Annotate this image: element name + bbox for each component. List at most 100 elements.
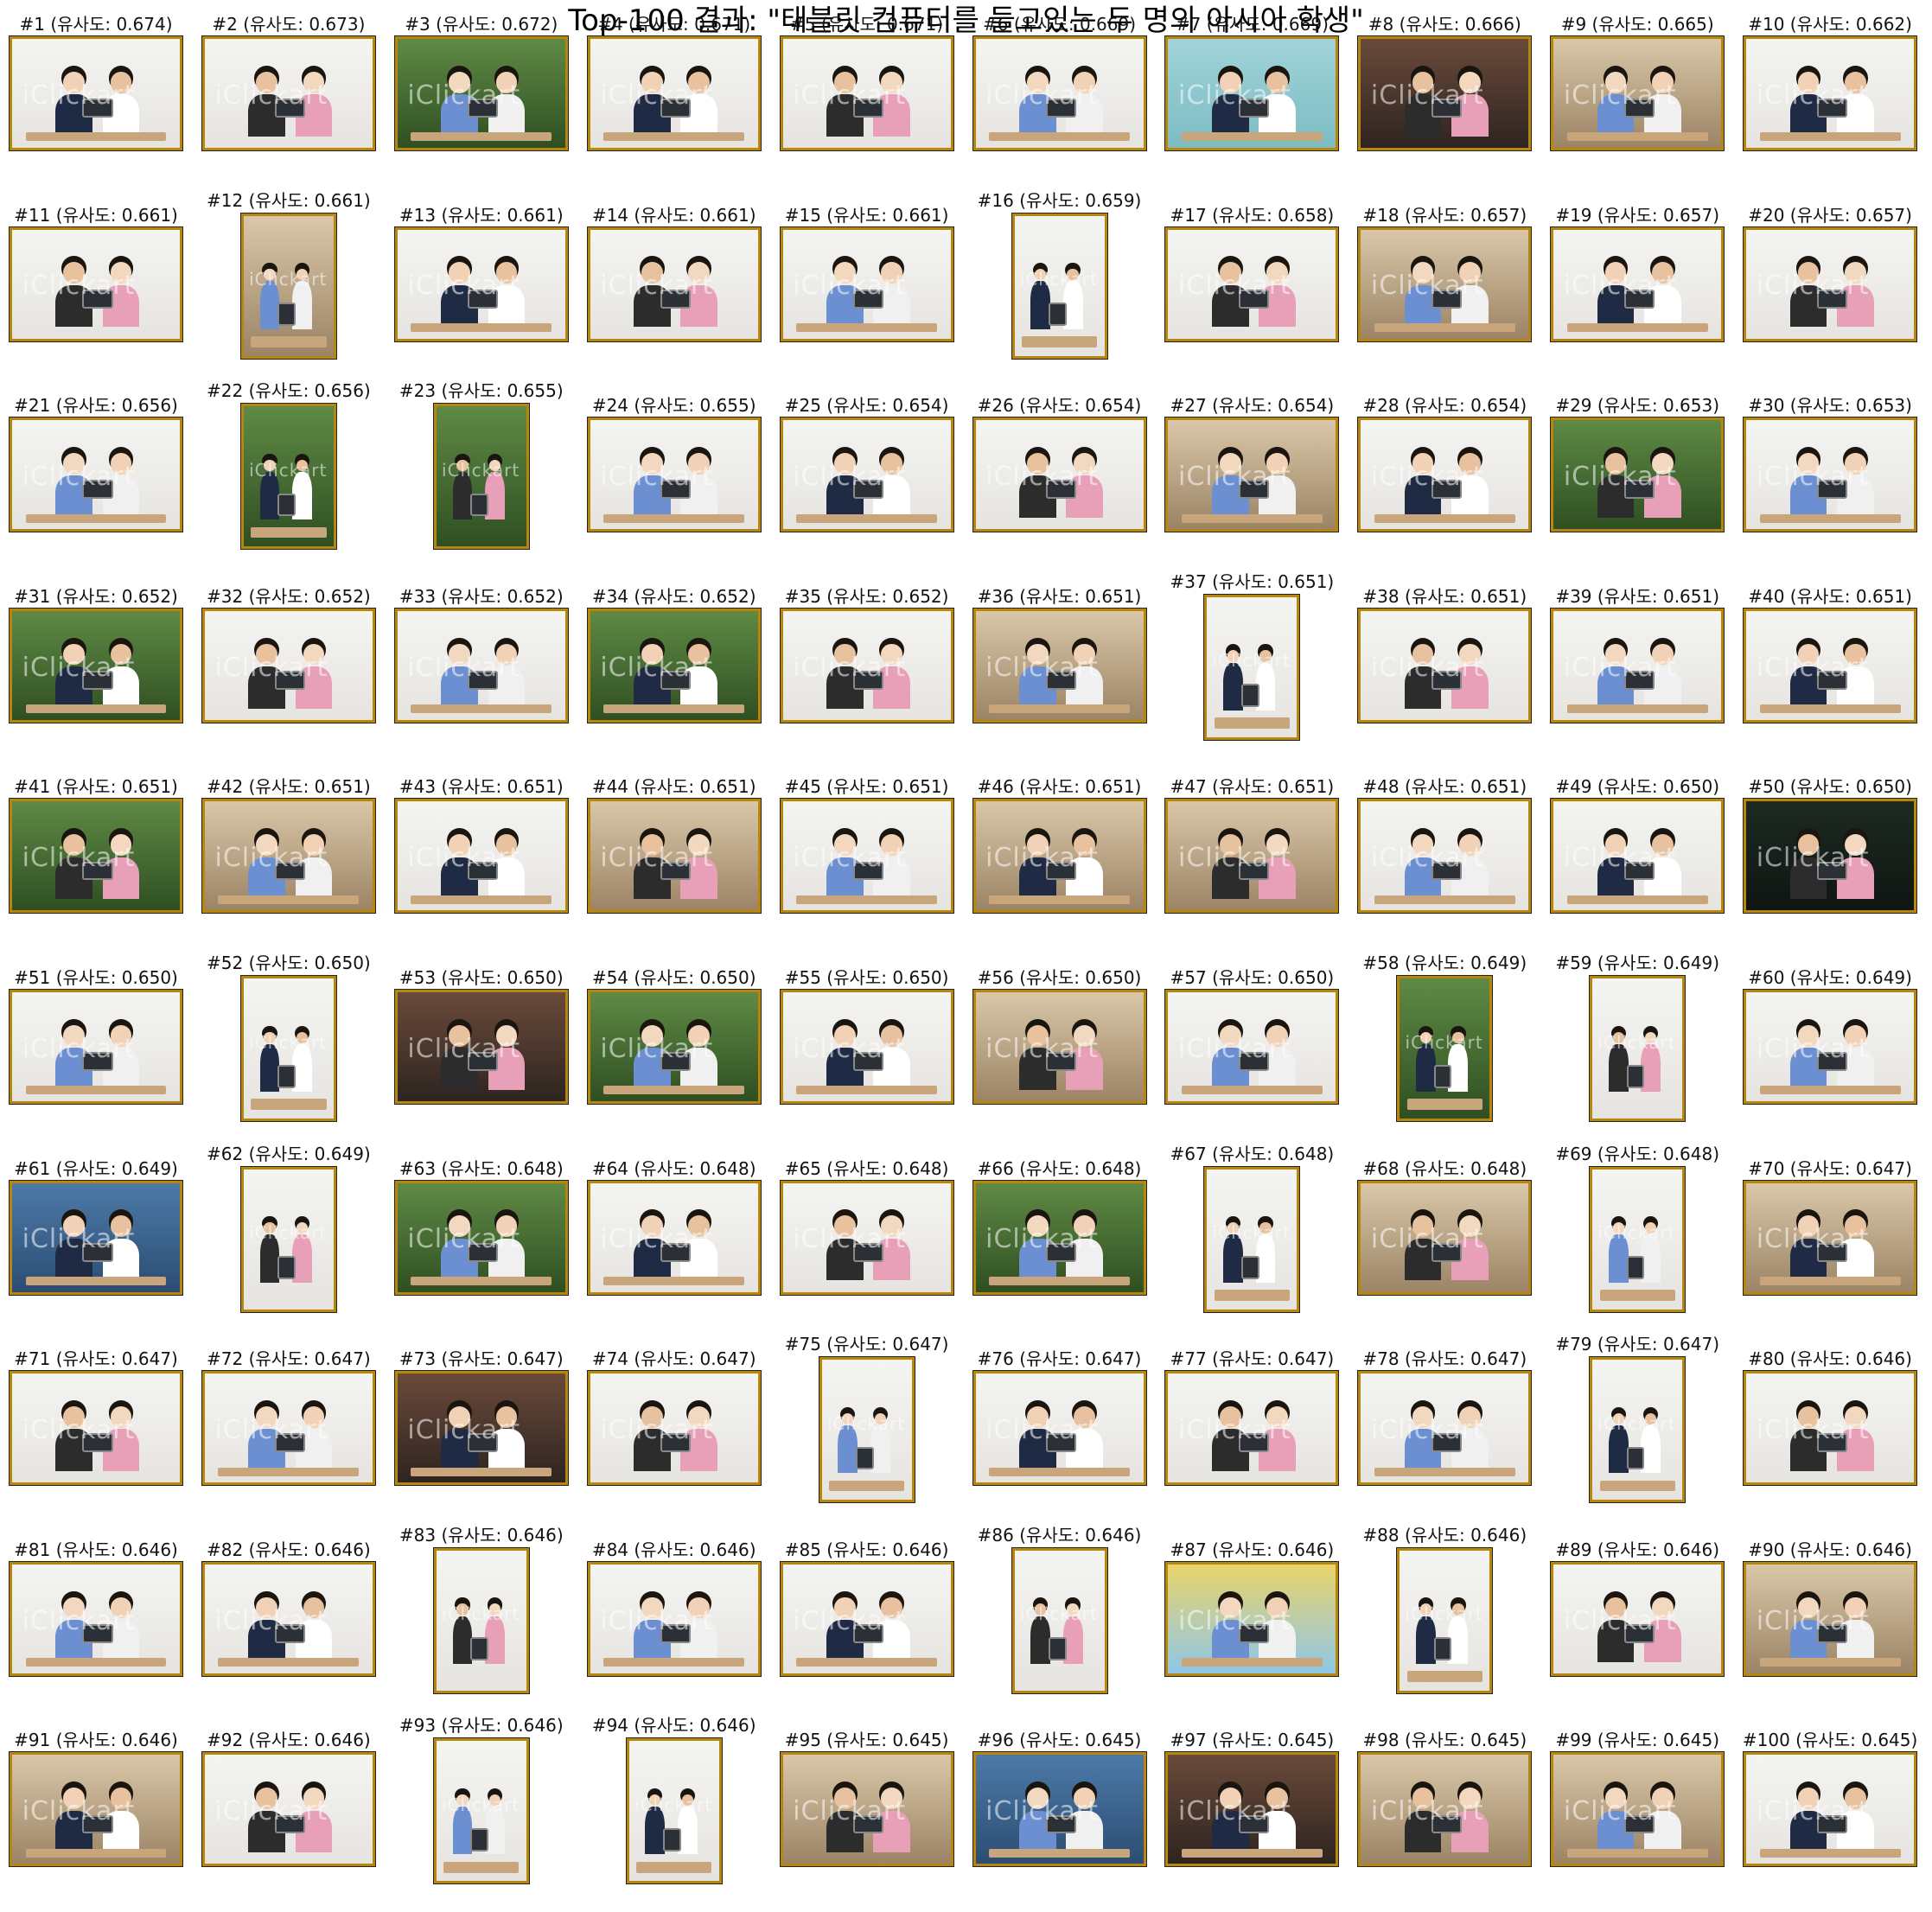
- result-thumbnail[interactable]: iClickart: [779, 1179, 954, 1296]
- result-item[interactable]: #9 (유사도: 0.665) iClickart: [1550, 14, 1725, 187]
- result-thumbnail[interactable]: iClickart: [1550, 607, 1725, 723]
- result-thumbnail[interactable]: iClickart: [1357, 1370, 1533, 1487]
- result-item[interactable]: #82 (유사도: 0.646) iClickart: [201, 1539, 376, 1712]
- result-item[interactable]: #99 (유사도: 0.645) iClickart: [1550, 1730, 1725, 1902]
- result-thumbnail[interactable]: iClickart: [1357, 35, 1533, 151]
- result-thumbnail[interactable]: iClickart: [393, 1370, 569, 1487]
- result-item[interactable]: #39 (유사도: 0.651) iClickart: [1550, 586, 1725, 759]
- result-item[interactable]: #3 (유사도: 0.672) iClickart: [393, 14, 569, 187]
- result-item[interactable]: #56 (유사도: 0.650) iClickart: [972, 967, 1147, 1140]
- result-thumbnail[interactable]: iClickart: [9, 417, 183, 533]
- result-thumbnail[interactable]: iClickart: [1357, 226, 1533, 342]
- result-item[interactable]: #57 (유사도: 0.650) iClickart: [1164, 967, 1340, 1140]
- result-thumbnail[interactable]: iClickart: [239, 975, 337, 1122]
- result-thumbnail[interactable]: iClickart: [586, 1560, 762, 1677]
- result-thumbnail[interactable]: iClickart: [432, 1546, 530, 1694]
- result-thumbnail[interactable]: iClickart: [1589, 975, 1687, 1122]
- result-thumbnail[interactable]: iClickart: [586, 1179, 762, 1296]
- result-thumbnail[interactable]: iClickart: [1164, 1560, 1340, 1677]
- result-thumbnail[interactable]: iClickart: [393, 989, 569, 1105]
- result-thumbnail[interactable]: iClickart: [1743, 1179, 1918, 1296]
- result-item[interactable]: #34 (유사도: 0.652) iClickart: [586, 586, 762, 759]
- result-thumbnail[interactable]: iClickart: [9, 226, 183, 342]
- result-thumbnail[interactable]: iClickart: [972, 1179, 1147, 1296]
- result-item[interactable]: #68 (유사도: 0.648) iClickart: [1357, 1158, 1533, 1331]
- result-thumbnail[interactable]: iClickart: [9, 35, 183, 151]
- result-thumbnail[interactable]: iClickart: [1357, 417, 1533, 533]
- result-thumbnail[interactable]: iClickart: [239, 1165, 337, 1313]
- result-thumbnail[interactable]: iClickart: [972, 607, 1147, 723]
- result-item[interactable]: #25 (유사도: 0.654) iClickart: [779, 395, 954, 568]
- result-item[interactable]: #73 (유사도: 0.647) iClickart: [393, 1348, 569, 1521]
- result-item[interactable]: #69 (유사도: 0.648) iClickart: [1551, 1144, 1724, 1331]
- result-item[interactable]: #33 (유사도: 0.652) iClickart: [393, 586, 569, 759]
- result-item[interactable]: #50 (유사도: 0.650) iClickart: [1743, 776, 1918, 949]
- result-thumbnail[interactable]: iClickart: [239, 212, 337, 360]
- result-item[interactable]: #83 (유사도: 0.646) iClickart: [395, 1525, 568, 1712]
- result-item[interactable]: #19 (유사도: 0.657) iClickart: [1550, 205, 1725, 378]
- result-item[interactable]: #65 (유사도: 0.648) iClickart: [779, 1158, 954, 1331]
- result-item[interactable]: #55 (유사도: 0.650) iClickart: [779, 967, 954, 1140]
- result-thumbnail[interactable]: iClickart: [1743, 35, 1918, 151]
- result-thumbnail[interactable]: iClickart: [1164, 798, 1340, 915]
- result-item[interactable]: #27 (유사도: 0.654) iClickart: [1164, 395, 1340, 568]
- result-item[interactable]: #22 (유사도: 0.656) iClickart: [202, 380, 375, 568]
- result-item[interactable]: #71 (유사도: 0.647) iClickart: [9, 1348, 183, 1521]
- result-thumbnail[interactable]: iClickart: [1743, 1560, 1918, 1677]
- result-item[interactable]: #28 (유사도: 0.654) iClickart: [1357, 395, 1533, 568]
- result-item[interactable]: #8 (유사도: 0.666) iClickart: [1357, 14, 1533, 187]
- result-item[interactable]: #88 (유사도: 0.646) iClickart: [1358, 1525, 1531, 1712]
- result-thumbnail[interactable]: iClickart: [586, 798, 762, 915]
- result-item[interactable]: #79 (유사도: 0.647) iClickart: [1551, 1334, 1724, 1521]
- result-item[interactable]: #45 (유사도: 0.651) iClickart: [779, 776, 954, 949]
- result-item[interactable]: #14 (유사도: 0.661) iClickart: [586, 205, 762, 378]
- result-thumbnail[interactable]: iClickart: [779, 417, 954, 533]
- result-item[interactable]: #31 (유사도: 0.652) iClickart: [9, 586, 183, 759]
- result-thumbnail[interactable]: iClickart: [972, 989, 1147, 1105]
- result-item[interactable]: #53 (유사도: 0.650) iClickart: [393, 967, 569, 1140]
- result-item[interactable]: #86 (유사도: 0.646) iClickart: [973, 1525, 1146, 1712]
- result-thumbnail[interactable]: iClickart: [201, 1370, 376, 1487]
- result-thumbnail[interactable]: iClickart: [9, 989, 183, 1105]
- result-thumbnail[interactable]: iClickart: [1011, 212, 1108, 360]
- result-item[interactable]: #74 (유사도: 0.647) iClickart: [586, 1348, 762, 1521]
- result-item[interactable]: #72 (유사도: 0.647) iClickart: [201, 1348, 376, 1521]
- result-thumbnail[interactable]: iClickart: [1164, 35, 1340, 151]
- result-thumbnail[interactable]: iClickart: [1164, 1751, 1340, 1868]
- result-thumbnail[interactable]: iClickart: [9, 798, 183, 915]
- result-thumbnail[interactable]: iClickart: [1550, 1751, 1725, 1868]
- result-thumbnail[interactable]: iClickart: [1164, 1370, 1340, 1487]
- result-item[interactable]: #93 (유사도: 0.646) iClickart: [395, 1715, 568, 1902]
- result-thumbnail[interactable]: iClickart: [432, 403, 530, 551]
- result-thumbnail[interactable]: iClickart: [9, 607, 183, 723]
- result-item[interactable]: #38 (유사도: 0.651) iClickart: [1357, 586, 1533, 759]
- result-item[interactable]: #10 (유사도: 0.662) iClickart: [1743, 14, 1918, 187]
- result-item[interactable]: #20 (유사도: 0.657) iClickart: [1743, 205, 1918, 378]
- result-item[interactable]: #6 (유사도: 0.669) iClickart: [972, 14, 1147, 187]
- result-item[interactable]: #100 (유사도: 0.645) iClickart: [1743, 1730, 1918, 1902]
- result-thumbnail[interactable]: iClickart: [393, 35, 569, 151]
- result-thumbnail[interactable]: iClickart: [1743, 989, 1918, 1105]
- result-item[interactable]: #87 (유사도: 0.646) iClickart: [1164, 1539, 1340, 1712]
- result-thumbnail[interactable]: iClickart: [393, 226, 569, 342]
- result-item[interactable]: #94 (유사도: 0.646) iClickart: [588, 1715, 761, 1902]
- result-thumbnail[interactable]: iClickart: [393, 607, 569, 723]
- result-thumbnail[interactable]: iClickart: [972, 417, 1147, 533]
- result-thumbnail[interactable]: iClickart: [779, 607, 954, 723]
- result-thumbnail[interactable]: iClickart: [972, 798, 1147, 915]
- result-thumbnail[interactable]: iClickart: [779, 1560, 954, 1677]
- result-item[interactable]: #16 (유사도: 0.659) iClickart: [973, 190, 1146, 378]
- result-thumbnail[interactable]: iClickart: [586, 226, 762, 342]
- result-thumbnail[interactable]: iClickart: [1743, 1751, 1918, 1868]
- result-item[interactable]: #2 (유사도: 0.673) iClickart: [201, 14, 376, 187]
- result-item[interactable]: #49 (유사도: 0.650) iClickart: [1550, 776, 1725, 949]
- result-item[interactable]: #78 (유사도: 0.647) iClickart: [1357, 1348, 1533, 1521]
- result-thumbnail[interactable]: iClickart: [432, 1737, 530, 1885]
- result-thumbnail[interactable]: iClickart: [201, 607, 376, 723]
- result-item[interactable]: #52 (유사도: 0.650) iClickart: [202, 953, 375, 1140]
- result-item[interactable]: #89 (유사도: 0.646) iClickart: [1550, 1539, 1725, 1712]
- result-item[interactable]: #97 (유사도: 0.645) iClickart: [1164, 1730, 1340, 1902]
- result-item[interactable]: #98 (유사도: 0.645) iClickart: [1357, 1730, 1533, 1902]
- result-thumbnail[interactable]: iClickart: [818, 1356, 915, 1504]
- result-thumbnail[interactable]: iClickart: [1550, 1560, 1725, 1677]
